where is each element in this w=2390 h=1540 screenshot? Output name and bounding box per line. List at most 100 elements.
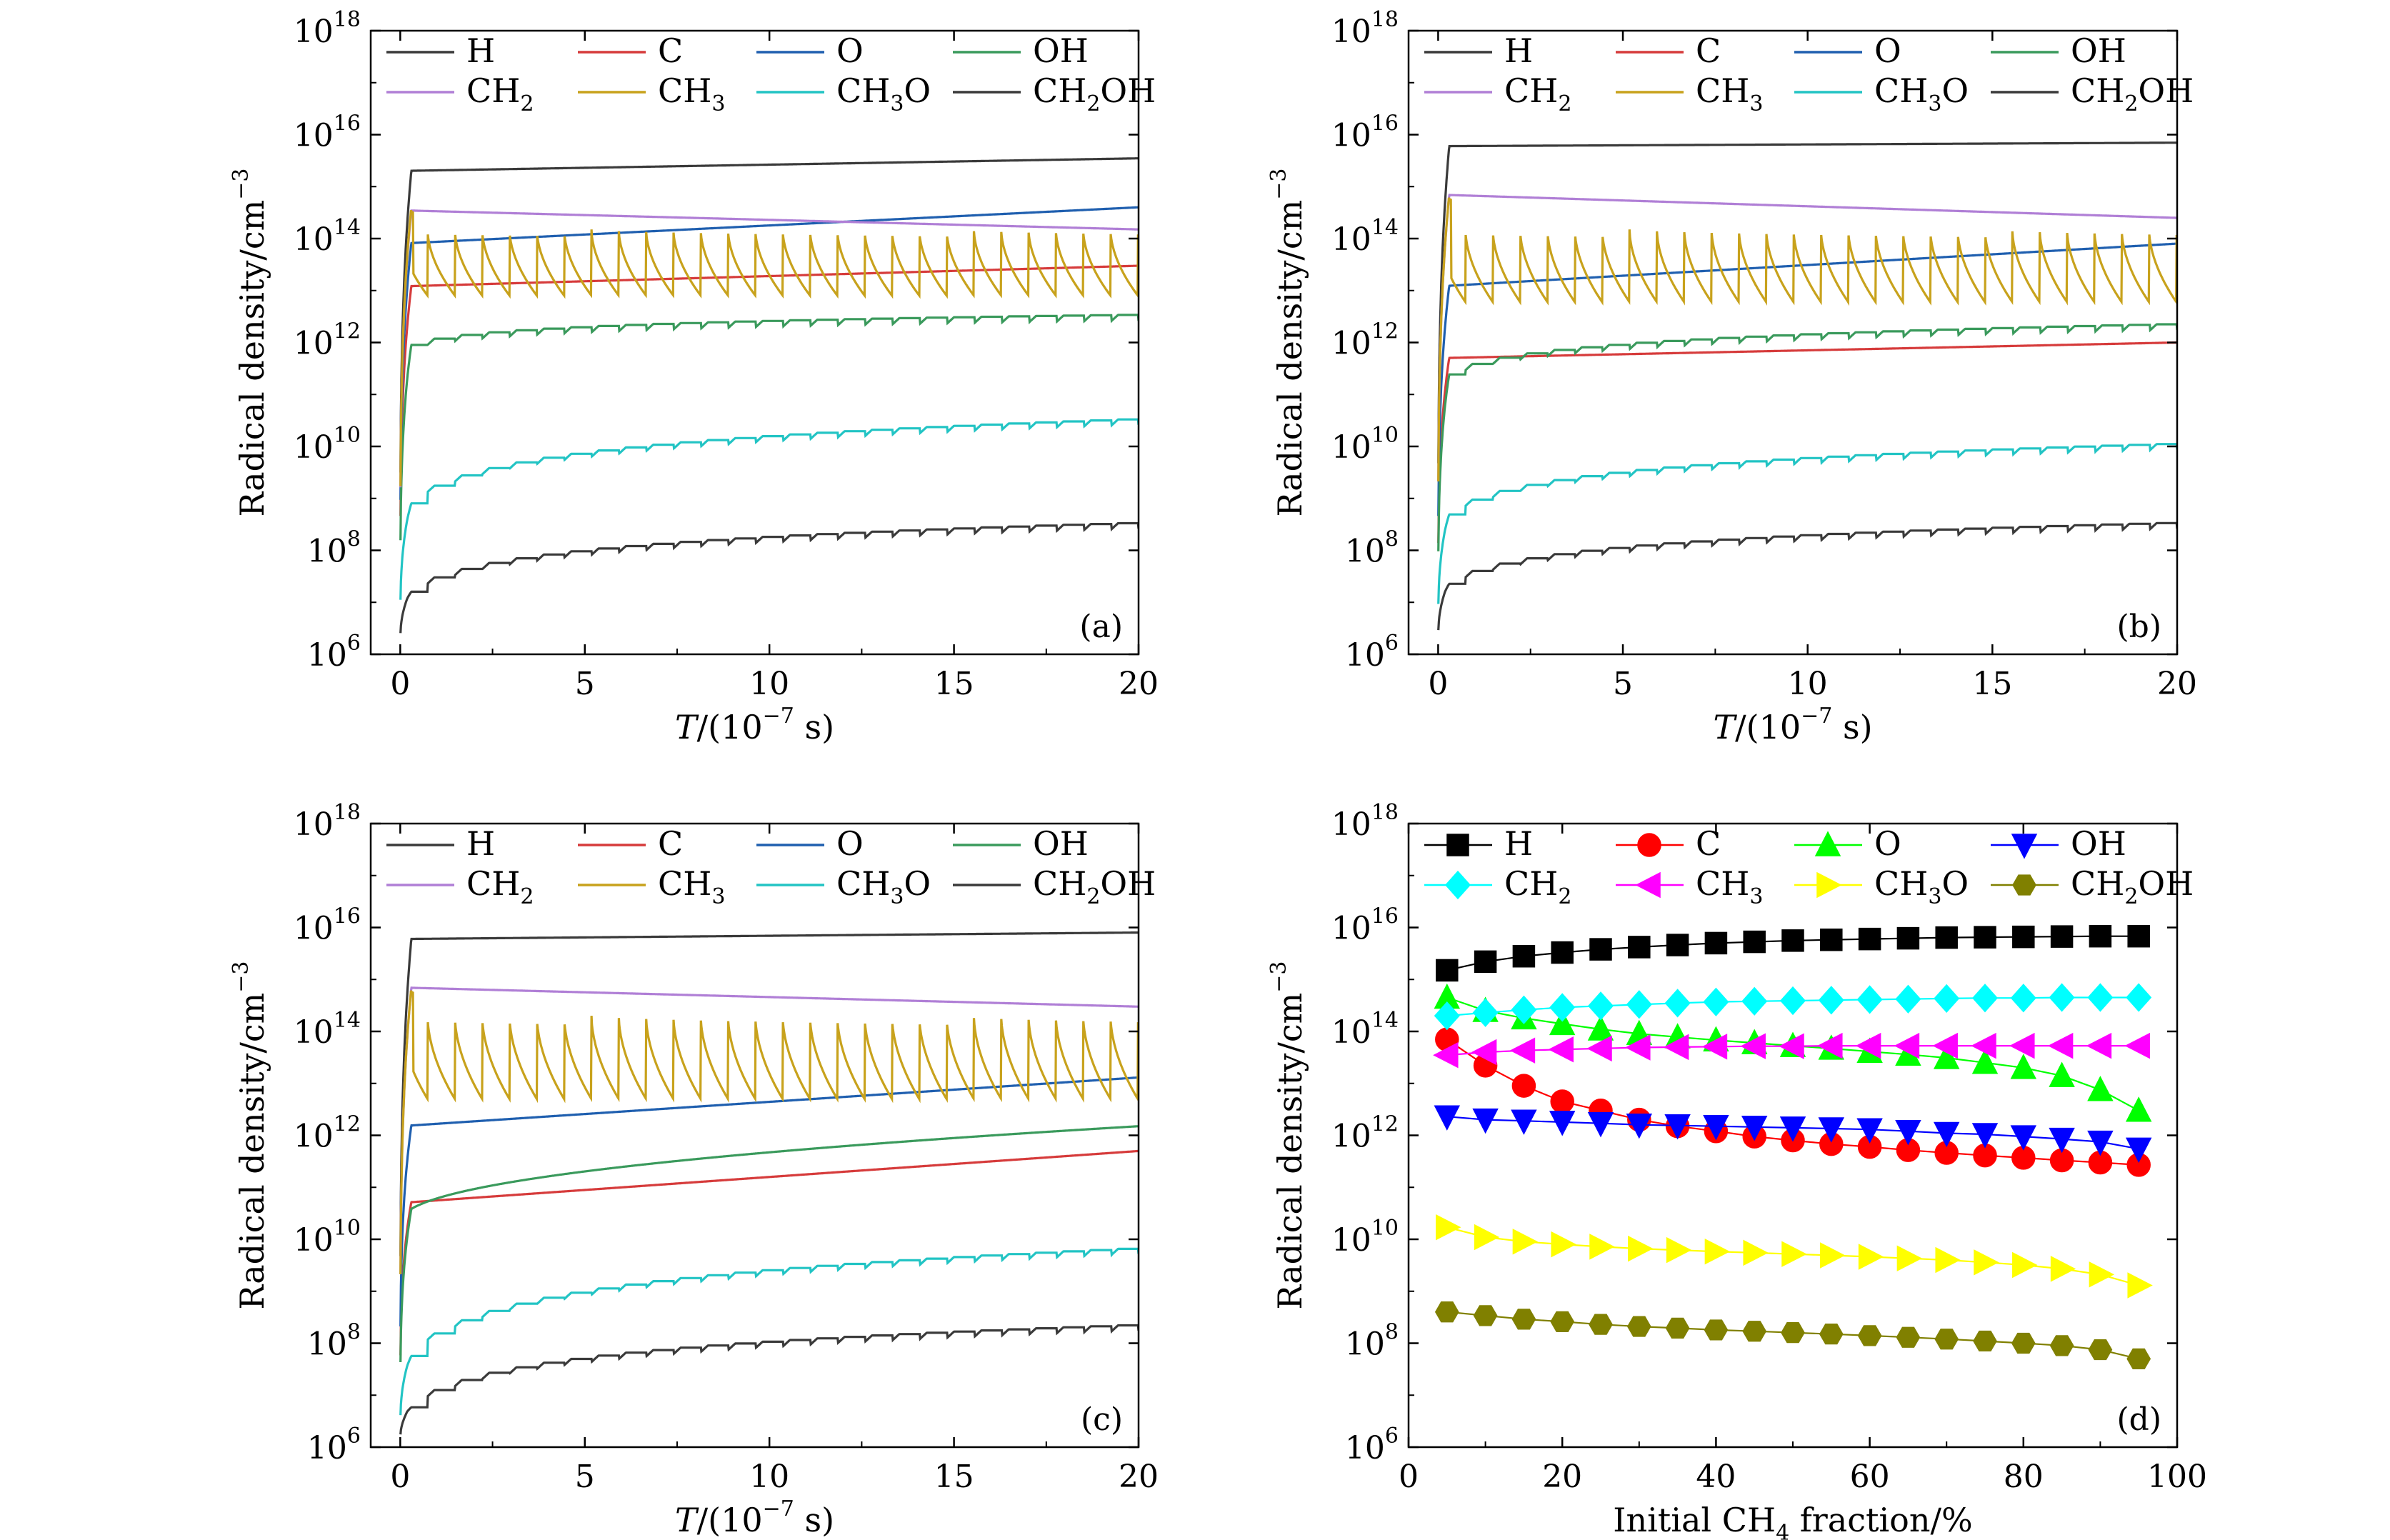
legend-item-ch3: CH3​ [578, 71, 725, 116]
series-line-ch2oh [1437, 521, 2177, 631]
data-point-ch2oh [2011, 1332, 2036, 1354]
data-point-c [1511, 1074, 1536, 1098]
legend-item-ch3: CH3​ [1616, 71, 1763, 116]
data-point-ch2 [1934, 984, 1960, 1014]
x-tick-label: 5 [575, 666, 595, 702]
legend-item-h: H [386, 824, 495, 863]
data-point-ch3o [1628, 1235, 1654, 1262]
legend-item-oh: OH [1991, 824, 2126, 863]
data-point-h [1781, 929, 1804, 952]
data-point-h [2050, 925, 2074, 948]
legend-item-ch3o: CH3​O [756, 71, 931, 116]
series-line-c [1437, 341, 2177, 544]
x-tick-label: 5 [575, 1459, 595, 1495]
series-line-ch3 [399, 990, 1139, 1275]
data-point-ch3o [1743, 1239, 1769, 1266]
data-point-ch2 [1895, 984, 1921, 1014]
legend-item-h: H [1424, 824, 1533, 863]
data-point-h [1743, 930, 1766, 954]
data-point-ch2oh [1473, 1305, 1498, 1326]
data-point-ch2 [1971, 984, 1999, 1013]
legend-item-ch2oh: CH2​OH [953, 864, 1156, 909]
data-point-oh [1971, 1123, 1999, 1149]
series-line-ch2oh [399, 1324, 1139, 1435]
data-point-ch3o [1589, 1234, 1615, 1260]
legend-label: OH [1033, 31, 1089, 70]
chart-panel-d: 0 20 40 60 80 100 106​ 108​ 1010​ 1012​ 1014​ 1016​… [1266, 800, 2207, 1540]
legend-item-ch3: CH3​ [578, 864, 725, 909]
data-point-oh [1549, 1111, 1576, 1136]
legend-item-ch2: CH2​ [1424, 864, 1571, 909]
y-axis-label: Radical density/cm−3 [1266, 961, 1309, 1310]
data-point-o [1971, 1049, 1999, 1074]
data-point-oh [1472, 1108, 1499, 1134]
legend-label: OH [1033, 824, 1089, 863]
data-point-ch2oh [1896, 1326, 1921, 1348]
x-axis-label: T/(10−7 s) [675, 704, 834, 746]
data-point-h [1896, 926, 1920, 950]
legend-marker [1446, 834, 1469, 856]
data-point-ch2 [2049, 983, 2075, 1012]
data-point-ch2 [1587, 991, 1614, 1021]
legend-item-o: O [756, 824, 864, 863]
legend-label: O [1874, 824, 1901, 863]
series-line-oh [1437, 323, 2177, 551]
data-point-ch2oh [1973, 1330, 1997, 1352]
data-point-ch3o [2127, 1272, 2153, 1299]
legend-item-oh: OH [1991, 31, 2126, 70]
data-point-h [2012, 925, 2035, 949]
data-point-h [1589, 938, 1612, 961]
data-point-oh [1779, 1116, 1806, 1142]
x-tick-label: 15 [934, 1459, 974, 1495]
legend-item-h: H [386, 31, 495, 70]
data-point-ch2oh [1934, 1329, 1959, 1350]
y-tick-label: 1010​ [1331, 1216, 1399, 1259]
x-tick-label: 20 [2157, 666, 2197, 702]
data-point-ch2 [1703, 987, 1729, 1016]
data-point-ch3 [1855, 1032, 1881, 1059]
data-point-ch2 [1818, 986, 1844, 1015]
data-point-ch2oh [1665, 1317, 1690, 1339]
y-tick-label: 1010​ [294, 423, 361, 466]
legend-item-ch3o: CH3​O [756, 864, 931, 909]
data-point-ch2oh [1589, 1314, 1613, 1335]
chart-panel-c: 0 5 10 15 20 106​ 108​ 1010​ 1012​ 1014​ 1016​ 1018… [229, 800, 1159, 1539]
series-line-o [399, 1076, 1139, 1327]
data-point-oh [1856, 1118, 1883, 1144]
x-tick-label: 0 [390, 666, 410, 702]
legend-label: H [1504, 824, 1533, 863]
data-point-ch3o [1820, 1242, 1846, 1269]
x-axis-label: Initial CH4​ fraction/% [1613, 1501, 1972, 1540]
legend-item-ch3o: CH3​O [1794, 71, 1969, 116]
y-tick-label: 1010​ [294, 1216, 361, 1259]
data-point-ch3 [1740, 1033, 1766, 1059]
data-point-ch3o [1781, 1241, 1807, 1267]
data-point-oh [1703, 1114, 1729, 1141]
legend-label: CH3​O [1874, 71, 1969, 116]
x-tick-label: 100 [2147, 1459, 2207, 1495]
data-point-o [2010, 1054, 2037, 1079]
chart-panel-a: 0 5 10 15 20 106​ 108​ 1010​ 1012​ 1014​ 1016​ 1018… [229, 7, 1159, 746]
y-axis-label: Radical density/cm−3 [1266, 169, 1309, 517]
y-axis-label: Radical density/cm−3 [229, 961, 271, 1310]
legend-marker [1635, 871, 1661, 899]
legend-label: CH3​O [1874, 864, 1969, 909]
series-group [399, 931, 1139, 1435]
data-point-ch2oh [1704, 1319, 1729, 1341]
y-tick-label: 1012​ [1331, 1112, 1399, 1155]
data-point-ch3 [1433, 1041, 1459, 1069]
data-point-ch3 [1971, 1032, 1996, 1059]
x-tick-label: 20 [1542, 1459, 1582, 1495]
legend-item-ch2oh: CH2​OH [1991, 71, 2194, 116]
x-tick-label: 0 [390, 1459, 410, 1495]
legend-label: CH3​ [658, 864, 725, 909]
series-line-ch3o [399, 1247, 1139, 1416]
data-point-ch3o [1666, 1236, 1692, 1264]
data-point-h [1436, 959, 1459, 982]
x-tick-label: 80 [2004, 1459, 2044, 1495]
legend-item-c: C [1616, 31, 1721, 70]
legend-item-ch3: CH3​ [1616, 864, 1763, 909]
data-point-ch3 [2009, 1032, 2035, 1059]
data-point-ch2oh [2126, 1348, 2151, 1370]
legend-marker [1816, 871, 1842, 899]
